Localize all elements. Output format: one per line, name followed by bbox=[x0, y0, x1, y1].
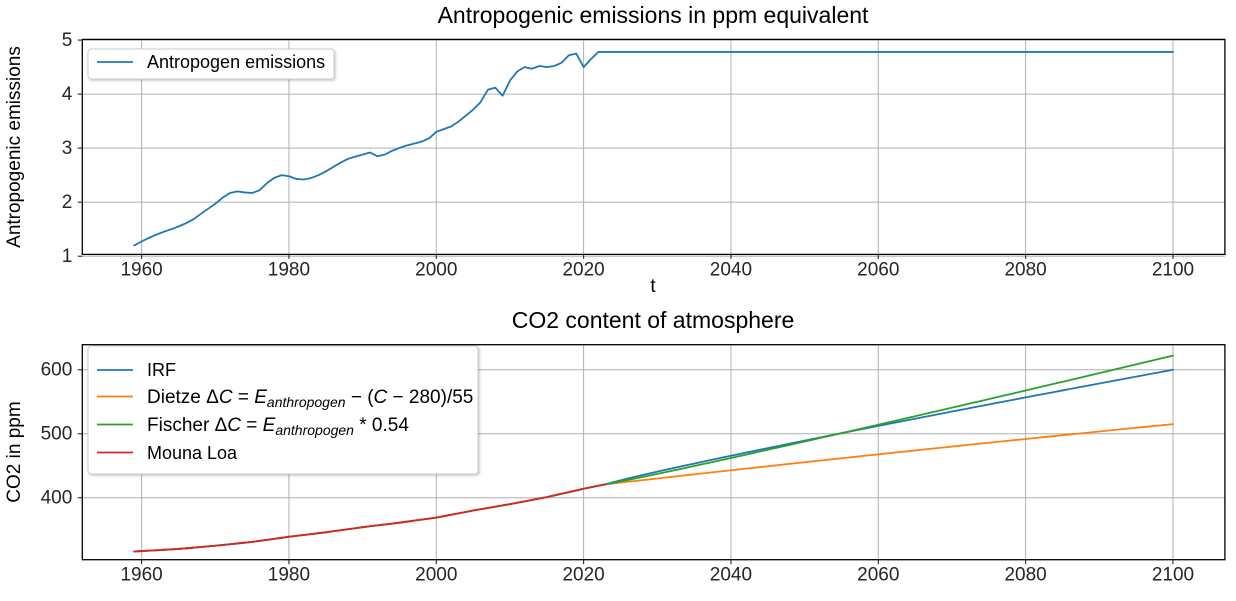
svg-text:2080: 2080 bbox=[1004, 565, 1046, 586]
svg-text:Antropogenic emissions: Antropogenic emissions bbox=[4, 46, 25, 248]
svg-text:1980: 1980 bbox=[268, 565, 310, 586]
svg-text:2100: 2100 bbox=[1152, 565, 1194, 586]
svg-text:2040: 2040 bbox=[710, 259, 752, 280]
svg-text:CO2 in ppm: CO2 in ppm bbox=[4, 401, 25, 502]
svg-text:1960: 1960 bbox=[120, 565, 162, 586]
svg-text:CO2 content of atmosphere: CO2 content of atmosphere bbox=[512, 307, 795, 333]
svg-text:3: 3 bbox=[62, 138, 73, 159]
svg-text:2020: 2020 bbox=[562, 259, 604, 280]
svg-text:2080: 2080 bbox=[1004, 259, 1046, 280]
svg-text:t: t bbox=[650, 276, 656, 297]
svg-text:600: 600 bbox=[41, 360, 73, 381]
svg-text:2060: 2060 bbox=[857, 565, 899, 586]
svg-text:500: 500 bbox=[41, 424, 73, 445]
svg-text:5: 5 bbox=[62, 30, 73, 51]
svg-text:1960: 1960 bbox=[120, 259, 162, 280]
svg-text:Antropogen emissions: Antropogen emissions bbox=[147, 52, 325, 72]
svg-text:Antropogenic emissions in ppm: Antropogenic emissions in ppm equivalent bbox=[438, 2, 869, 28]
svg-text:400: 400 bbox=[41, 488, 73, 509]
svg-text:IRF: IRF bbox=[147, 360, 176, 380]
svg-text:2100: 2100 bbox=[1152, 259, 1194, 280]
svg-text:2000: 2000 bbox=[415, 259, 457, 280]
svg-text:1: 1 bbox=[62, 246, 73, 267]
svg-text:2020: 2020 bbox=[562, 565, 604, 586]
svg-text:2060: 2060 bbox=[857, 259, 899, 280]
svg-text:Mouna Loa: Mouna Loa bbox=[147, 443, 238, 463]
svg-text:2: 2 bbox=[62, 192, 73, 213]
svg-text:1980: 1980 bbox=[268, 259, 310, 280]
svg-text:2000: 2000 bbox=[415, 565, 457, 586]
svg-text:2040: 2040 bbox=[710, 565, 752, 586]
svg-text:4: 4 bbox=[62, 84, 73, 105]
